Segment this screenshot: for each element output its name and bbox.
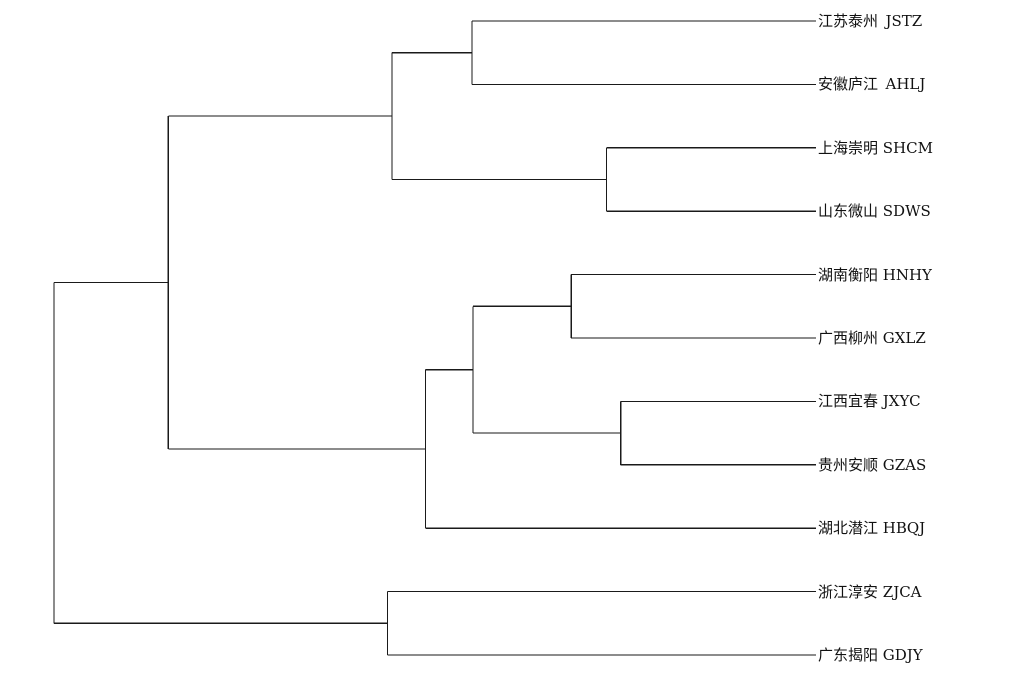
leaf-label-sdws: 山东微山 SDWS [818, 202, 931, 221]
leaf-label-hbqj: 湖北潜江 HBQJ [818, 519, 926, 538]
leaf-label-zjca: 浙江淳安 ZJCA [818, 582, 922, 601]
leaf-label-gxlz: 广西柳州 GXLZ [818, 329, 926, 347]
leaf-label-jstz: 江苏泰州 JSTZ [818, 12, 923, 30]
leaf-label-ahlj: 安徽庐江 AHLJ [818, 75, 926, 94]
leaf-label-gdjy: 广东揭阳 GDJY [818, 646, 923, 664]
leaf-label-jxyc: 江西宜春 JXYC [818, 392, 921, 411]
leaf-label-shcm: 上海崇明 SHCM [818, 138, 933, 157]
leaf-label-hnhy: 湖南衡阳 HNHY [818, 265, 932, 284]
leaf-label-gzas: 贵州安顺 GZAS [818, 455, 927, 474]
